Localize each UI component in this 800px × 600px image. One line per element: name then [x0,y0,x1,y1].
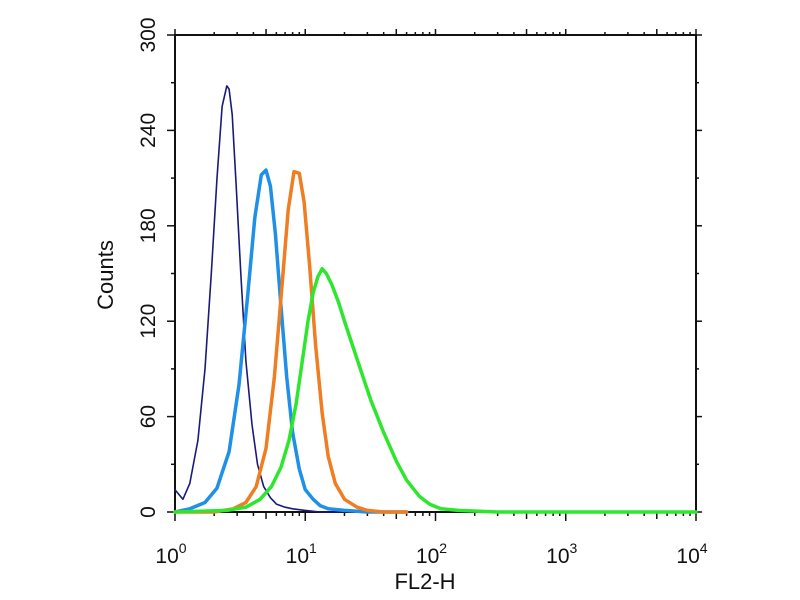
series-curve-1 [174,85,346,513]
histogram-series [173,85,698,514]
x-axis: 100 101 102 103 104 [155,29,708,568]
y-tick-label: 300 [137,17,160,52]
plot-frame [174,34,697,513]
x-axis-title: FL2-H [394,569,455,594]
y-tick-label: 180 [137,208,160,243]
x-tick-label: 103 [546,540,577,568]
series-curve-4 [173,266,698,514]
x-tick-label: 100 [155,540,186,568]
x-tick-label: 102 [416,540,447,568]
y-tick-label: 240 [137,113,160,148]
y-tick-label: 120 [137,304,160,339]
y-tick-label: 60 [137,405,160,428]
x-tick-label: 101 [286,540,317,568]
x-tick-label: 104 [676,540,707,568]
y-axis-title: Counts [93,240,118,310]
y-axis: 0 60 120 180 240 300 [137,17,702,518]
y-tick-label: 0 [137,506,160,518]
series-curve-3 [173,169,409,514]
series-curve-2 [173,168,409,514]
